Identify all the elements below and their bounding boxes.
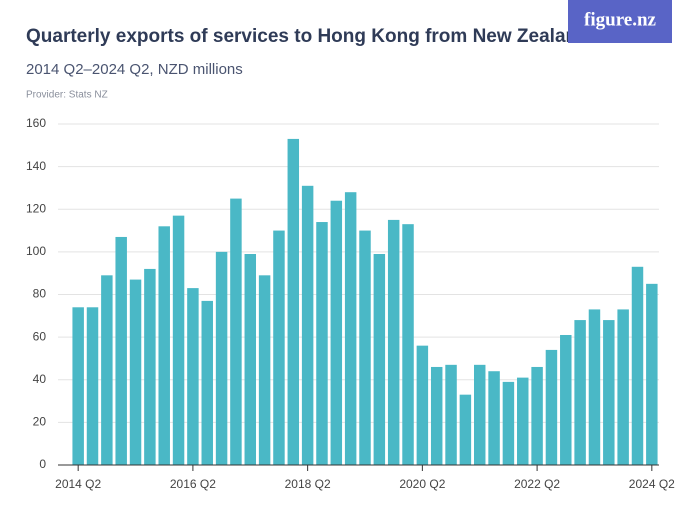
y-tick-label: 0 xyxy=(39,457,46,471)
bar xyxy=(115,236,127,465)
bar xyxy=(187,288,199,465)
bar xyxy=(402,224,414,465)
bar xyxy=(459,394,472,465)
y-tick-label: 40 xyxy=(33,372,47,386)
bar xyxy=(574,320,586,465)
chart-subtitle: 2014 Q2–2024 Q2, NZD millions xyxy=(26,61,243,78)
bar xyxy=(517,377,529,465)
bar xyxy=(488,371,500,465)
y-tick-label: 60 xyxy=(33,329,47,343)
bar xyxy=(101,275,113,465)
bar xyxy=(144,268,156,465)
x-tick-label: 2014 Q2 xyxy=(55,477,101,491)
bar xyxy=(86,307,99,465)
bar xyxy=(158,226,170,465)
logo-box xyxy=(568,0,672,43)
bar xyxy=(273,230,285,465)
x-tick-label: 2022 Q2 xyxy=(514,477,560,491)
bar xyxy=(588,309,601,465)
bar xyxy=(387,219,400,465)
x-tick-label: 2024 Q2 xyxy=(629,477,675,491)
bar xyxy=(531,366,543,465)
bar xyxy=(330,200,343,465)
bar xyxy=(631,266,644,465)
chart-title: Quarterly exports of services to Hong Ko… xyxy=(26,26,589,47)
bar xyxy=(359,230,371,465)
bar xyxy=(258,275,271,465)
y-tick-label: 120 xyxy=(26,201,46,215)
bar xyxy=(129,279,142,465)
bar xyxy=(416,345,429,465)
bar xyxy=(72,307,84,465)
bar xyxy=(301,185,314,465)
y-tick-label: 100 xyxy=(26,244,46,258)
bar xyxy=(545,349,558,465)
y-tick-label: 80 xyxy=(33,287,47,301)
bar xyxy=(560,334,572,465)
x-tick-label: 2020 Q2 xyxy=(399,477,445,491)
x-tick-label: 2018 Q2 xyxy=(285,477,331,491)
bar xyxy=(617,309,629,465)
bar xyxy=(230,198,242,465)
y-tick-label: 160 xyxy=(26,116,46,130)
bar xyxy=(215,251,228,465)
y-tick-label: 20 xyxy=(33,415,47,429)
bar xyxy=(316,222,328,465)
bar xyxy=(502,381,515,465)
bar xyxy=(445,364,457,465)
x-tick-label: 2016 Q2 xyxy=(170,477,216,491)
y-tick-label: 140 xyxy=(26,159,46,173)
bar xyxy=(373,254,386,465)
source: Provider: Stats NZ xyxy=(26,90,108,101)
bar xyxy=(603,320,615,465)
bar xyxy=(201,300,213,465)
bar xyxy=(430,366,443,465)
logo: figure.nz xyxy=(584,9,657,30)
bar xyxy=(473,364,486,465)
bar xyxy=(344,192,357,465)
bar xyxy=(287,138,300,465)
bar xyxy=(646,283,658,465)
bar xyxy=(244,254,257,465)
bar xyxy=(172,215,185,465)
